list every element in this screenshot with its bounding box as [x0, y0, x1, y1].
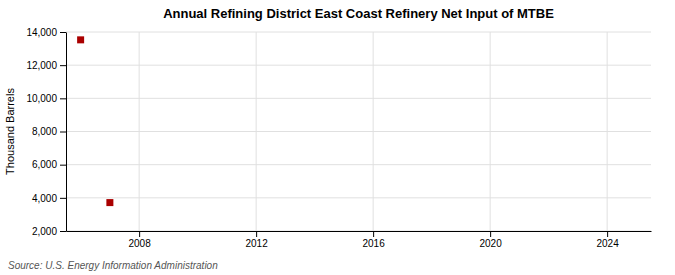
grid-line: [66, 231, 651, 232]
tick: 6,000: [32, 159, 66, 170]
axis-line: [67, 231, 652, 232]
tick: 2024: [597, 231, 620, 249]
tick-mark: [60, 231, 66, 232]
tick-mark: [256, 231, 257, 237]
tick-label: 2024: [597, 238, 620, 249]
tick-mark: [607, 231, 608, 237]
tick: 2008: [129, 231, 152, 249]
tick: 12,000: [26, 60, 66, 71]
tick-label: 2016: [363, 238, 386, 249]
grid-line: [66, 65, 651, 66]
tick-label: 12,000: [26, 60, 57, 71]
chart-container: 2008 2012 2016 2020 2024 2,000 4,000 6,000 8,000…: [0, 0, 675, 275]
y-axis: 2,000 4,000 6,000 8,000 10,000 12,000 14,000: [26, 27, 66, 237]
tick-label: 2,000: [32, 226, 57, 237]
tick-mark: [60, 165, 66, 166]
tick-mark: [490, 231, 491, 237]
tick: 2020: [480, 231, 503, 249]
x-axis: 2008 2012 2016 2020 2024: [67, 231, 652, 249]
y-axis-label: Thousand Barrels: [4, 88, 16, 175]
chart-svg: 2008 2012 2016 2020 2024 2,000 4,000 6,000 8,000…: [0, 0, 675, 275]
points: [77, 36, 113, 206]
tick-mark: [60, 198, 66, 199]
tick-mark: [60, 132, 66, 133]
tick-mark: [60, 98, 66, 99]
axis-line: [66, 33, 67, 232]
grid-line: [607, 32, 608, 231]
annotation: Source: U.S. Energy Information Administ…: [8, 260, 218, 271]
title: Annual Refining District East Coast Refi…: [163, 6, 554, 21]
tick: 2,000: [32, 226, 66, 237]
tick-label: 2008: [129, 238, 152, 249]
grid: [66, 32, 651, 231]
tick-label: 4,000: [32, 193, 57, 204]
grid-line: [139, 32, 140, 231]
point: [106, 199, 113, 206]
grid-line: [66, 197, 651, 198]
grid-line: [66, 32, 651, 33]
grid-line: [373, 32, 374, 231]
tick: 8,000: [32, 126, 66, 137]
tick-label: 2012: [246, 238, 269, 249]
tick: 14,000: [26, 27, 66, 38]
tick-mark: [139, 231, 140, 237]
tick-mark: [60, 65, 66, 66]
tick: 2016: [363, 231, 386, 249]
tick-label: 14,000: [26, 27, 57, 38]
grid-line: [66, 98, 651, 99]
tick-mark: [373, 231, 374, 237]
point: [77, 36, 84, 43]
tick-mark: [60, 32, 66, 33]
tick: 4,000: [32, 193, 66, 204]
tick-label: 2020: [480, 238, 503, 249]
grid-line: [490, 32, 491, 231]
tick-label: 6,000: [32, 159, 57, 170]
grid-line: [66, 164, 651, 165]
grid-line: [66, 131, 651, 132]
grid-line: [256, 32, 257, 231]
tick-label: 8,000: [32, 126, 57, 137]
plot-area: 2008 2012 2016 2020 2024 2,000 4,000 6,000 8,000…: [26, 27, 651, 249]
tick: 2012: [246, 231, 269, 249]
tick-label: 10,000: [26, 93, 57, 104]
tick: 10,000: [26, 93, 66, 104]
